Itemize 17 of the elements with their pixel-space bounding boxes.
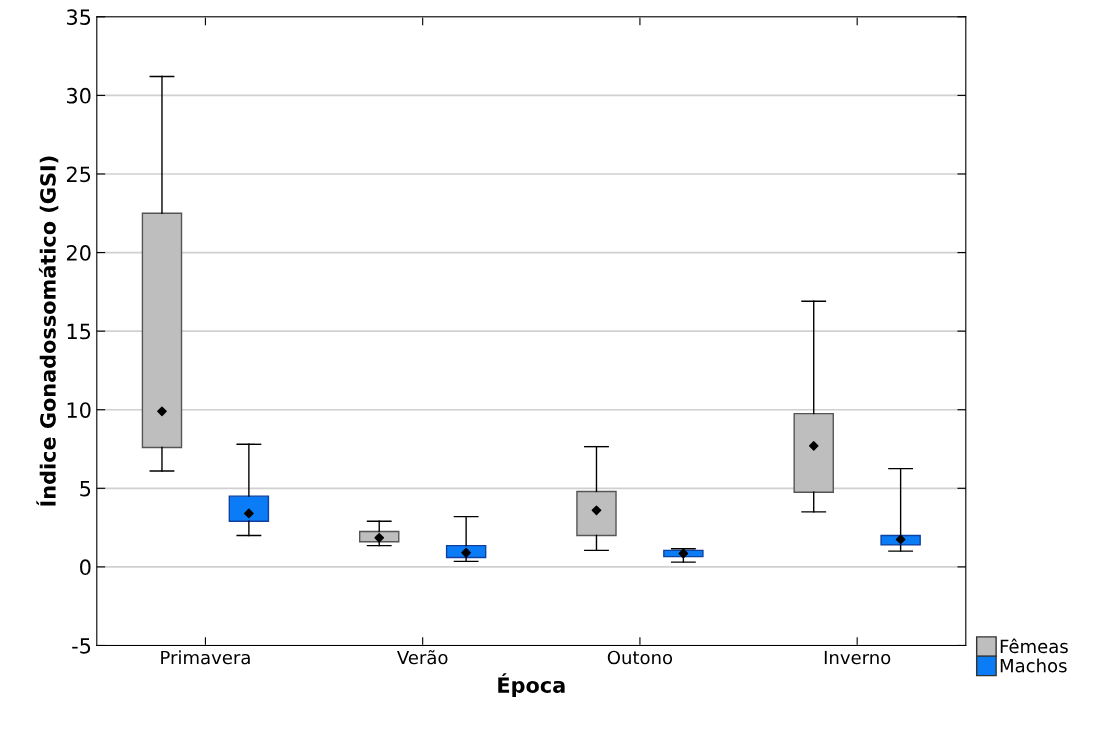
x-axis-title: Época xyxy=(498,673,565,697)
x-tick-label: Verão xyxy=(397,650,448,665)
legend-label: Fêmeas xyxy=(1000,638,1068,654)
y-tick-label: 10 xyxy=(67,402,91,418)
y-tick-label: -5 xyxy=(72,638,91,654)
y-tick-label: 5 xyxy=(80,481,91,497)
x-tick-label: Inverno xyxy=(824,650,891,665)
y-tick-label: 30 xyxy=(67,87,91,104)
y-tick-label: 15 xyxy=(67,323,91,340)
x-tick-label: Primavera xyxy=(161,650,250,665)
y-tick-label: 20 xyxy=(66,245,91,261)
y-tick-label: 35 xyxy=(67,9,91,26)
y-tick-label: 0 xyxy=(80,559,91,576)
legend-label: Machos xyxy=(1000,658,1067,673)
y-axis-title: Índice Gonadossomático (GSI) xyxy=(36,156,59,506)
x-tick-label: Outono xyxy=(607,650,673,665)
y-tick-label: 25 xyxy=(66,166,91,183)
